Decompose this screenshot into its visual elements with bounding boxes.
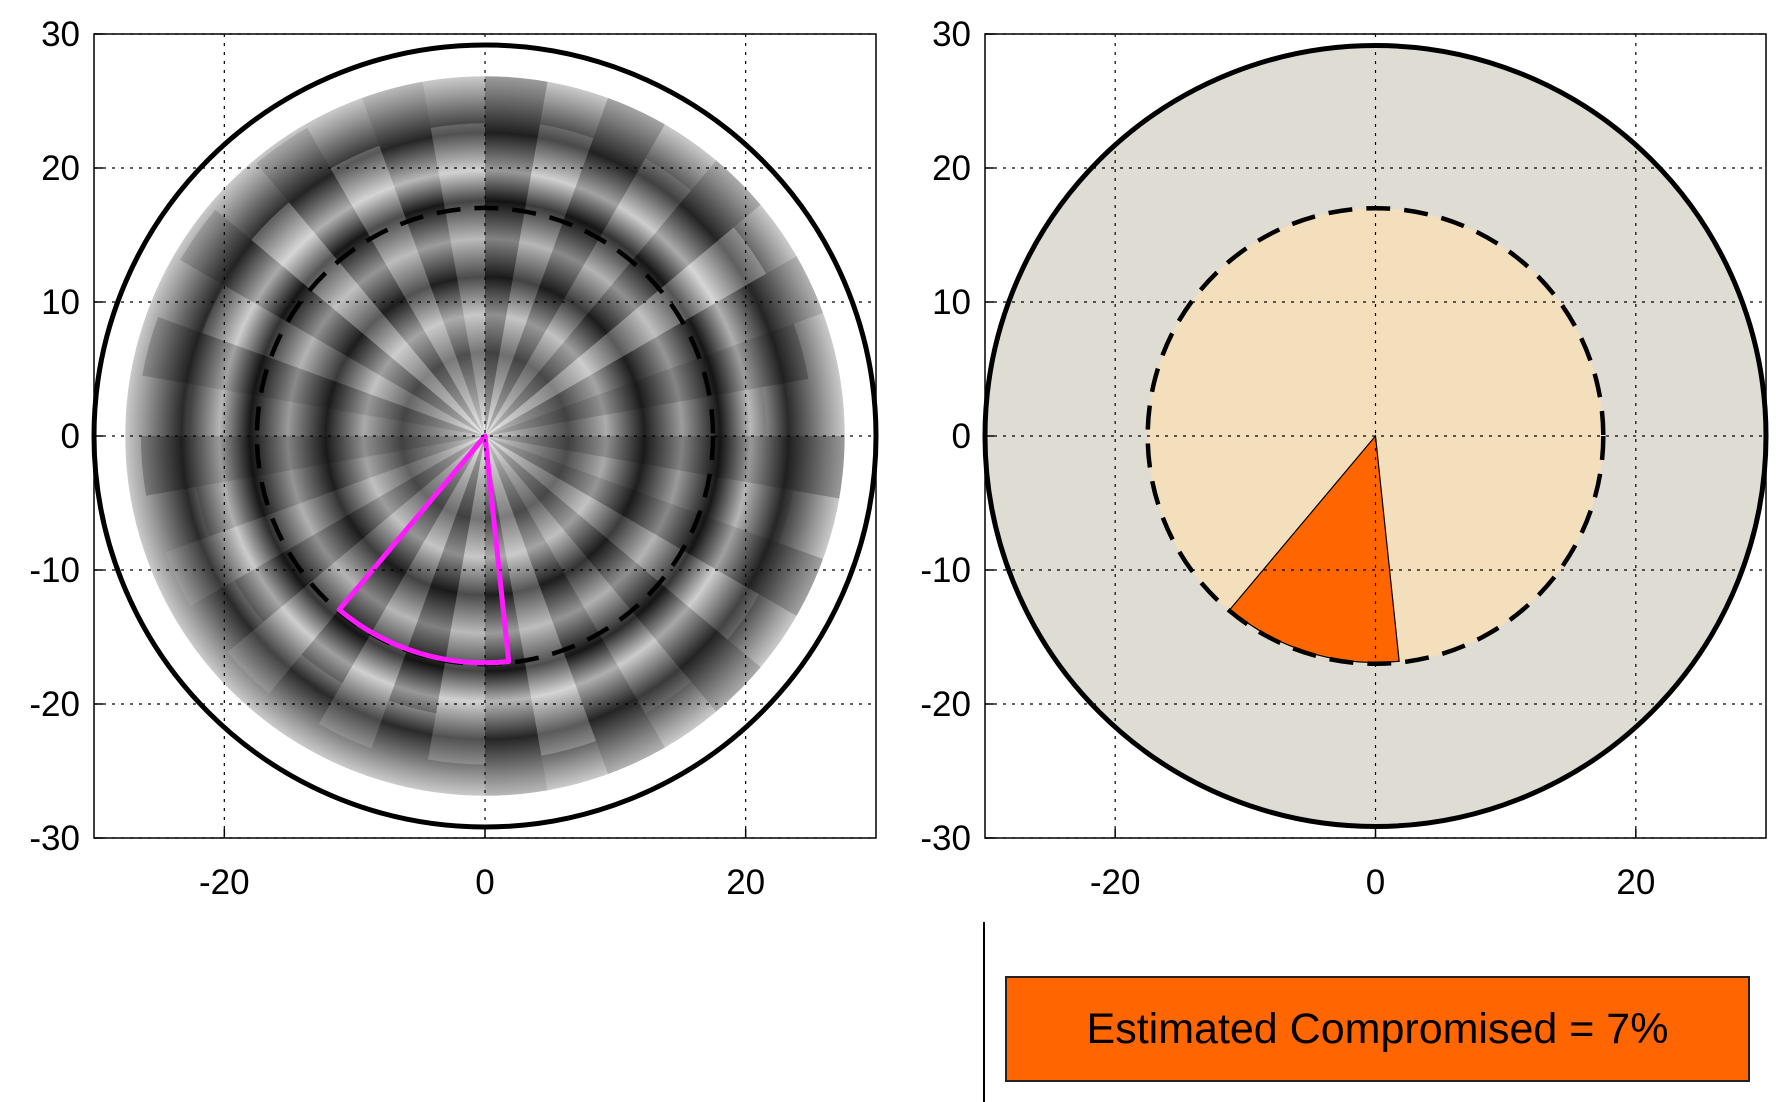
y-tick-label: 0 (952, 417, 971, 456)
radial-wedge (485, 436, 551, 812)
radial-wedge (485, 436, 767, 718)
radial-wedge (142, 316, 485, 436)
radial-wedge (485, 436, 671, 786)
radial-wedge (251, 202, 485, 436)
estimated-compromised-badge: Estimated Compromised = 7% (1005, 976, 1750, 1082)
radial-wedge (187, 384, 485, 436)
radial-wedge (234, 436, 485, 622)
radial-wedge (485, 90, 669, 437)
right-pie-panel: -20 0 20 30 20 10 0 -10 -20 -30 (920, 15, 1769, 902)
y-tick-label: 10 (41, 283, 80, 322)
radial-wedge (485, 436, 845, 499)
y-tick-label: -30 (920, 819, 971, 858)
radial-wedge (427, 436, 485, 765)
radial-wedge (140, 436, 486, 496)
y-tick-label: -10 (920, 551, 971, 590)
radial-wedge (330, 145, 485, 436)
status-divider (983, 922, 985, 1102)
x-tick-label: -20 (1090, 863, 1141, 902)
radial-wedge (202, 285, 486, 436)
radial-wedge (318, 436, 485, 749)
radial-wedge (485, 436, 794, 543)
y-tick-label: -10 (29, 551, 80, 590)
radial-wedge (180, 209, 485, 436)
radial-wedge (485, 436, 760, 640)
y-tick-label: 20 (932, 149, 971, 188)
radial-wedge (485, 323, 809, 436)
x-tick-label: 20 (726, 863, 765, 902)
x-tick-label: 0 (475, 863, 494, 902)
x-tick-label: 0 (1366, 863, 1385, 902)
radial-wedge (196, 436, 485, 537)
radial-wedge (485, 227, 767, 436)
radial-wedge (485, 151, 770, 436)
radial-wedge (485, 72, 549, 437)
x-tick-label: -20 (199, 863, 250, 902)
y-tick-label: 10 (932, 283, 971, 322)
radial-wedge (430, 123, 485, 436)
y-tick-label: -20 (920, 685, 971, 724)
estimated-compromised-label: Estimated Compromised = 7% (1086, 1004, 1669, 1053)
y-tick-label: 30 (41, 15, 80, 54)
radial-wedge (485, 387, 767, 436)
y-tick-label: -30 (29, 819, 80, 858)
radial-wedge (485, 248, 838, 436)
y-tick-label: -20 (29, 685, 80, 724)
radial-wedge (485, 436, 596, 756)
x-tick-label: 20 (1616, 863, 1655, 902)
left-polar-panel: -20 0 20 30 20 10 0 -10 -20 -30 (29, 15, 896, 902)
radial-wedge (227, 436, 485, 694)
y-tick-label: 0 (61, 417, 80, 456)
y-tick-label: 20 (41, 149, 80, 188)
radial-wedge (485, 124, 594, 437)
radial-wedge (485, 436, 692, 714)
highlight-sector (336, 433, 512, 666)
radial-wedge (485, 436, 827, 618)
radial-wedge (388, 436, 485, 714)
inner-dashed-circle (1145, 205, 1606, 667)
y-tick-label: 30 (932, 15, 971, 54)
radial-wedge (256, 127, 485, 437)
radial-wedge (301, 436, 485, 684)
radial-wedge (165, 436, 485, 607)
radial-wedge (485, 158, 692, 436)
radial-wedge (361, 81, 485, 436)
